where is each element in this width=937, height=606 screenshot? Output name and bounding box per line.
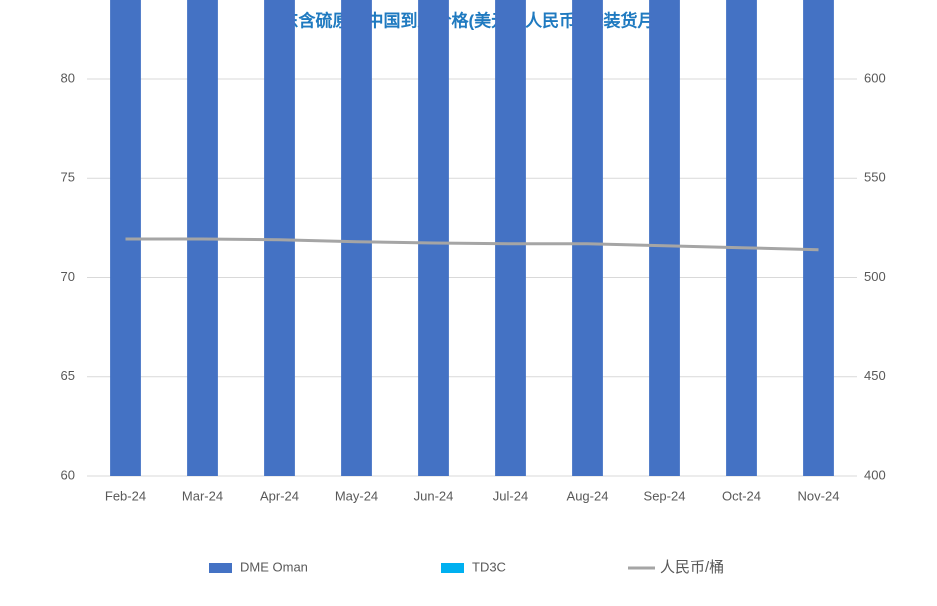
x-tick-label: Oct-24 — [722, 488, 761, 503]
x-tick-label: May-24 — [335, 488, 378, 503]
legend-swatch — [441, 563, 464, 573]
x-tick-label: Jul-24 — [493, 488, 528, 503]
y-tick-label: 75 — [61, 170, 75, 185]
x-tick-label: Feb-24 — [105, 488, 146, 503]
x-tick-label: Aug-24 — [567, 488, 609, 503]
chart-title: 中东含硫原油中国到岸价格(美元＆人民币) 按装货月份 — [264, 10, 672, 30]
legend-swatch — [209, 563, 232, 573]
y2-tick-label: 600 — [864, 70, 886, 85]
y-tick-label: 65 — [61, 368, 75, 383]
y2-tick-label: 400 — [864, 467, 886, 482]
x-tick-label: Apr-24 — [260, 488, 299, 503]
bar — [264, 0, 295, 476]
x-tick-label: Nov-24 — [798, 488, 840, 503]
bar — [418, 0, 449, 477]
x-tick-label: Sep-24 — [644, 488, 686, 503]
bar — [649, 0, 680, 476]
y2-tick-label: 500 — [864, 269, 886, 284]
y-tick-label: 70 — [61, 269, 75, 284]
legend-label: TD3C — [472, 559, 506, 574]
y2-tick-label: 450 — [864, 368, 886, 383]
y-tick-label: 60 — [61, 467, 75, 482]
line-series — [125, 237, 819, 252]
legend-label: 人民币/桶 — [660, 559, 724, 576]
y-tick-label: 80 — [61, 70, 75, 85]
bar — [803, 0, 834, 476]
bar — [341, 0, 372, 476]
bar — [726, 0, 757, 476]
y2-tick-label: 550 — [864, 170, 886, 185]
x-tick-label: Jun-24 — [414, 488, 454, 503]
x-tick-label: Mar-24 — [182, 488, 223, 503]
bar — [495, 0, 526, 477]
legend-label: DME Oman — [240, 559, 308, 574]
bar — [572, 0, 603, 477]
